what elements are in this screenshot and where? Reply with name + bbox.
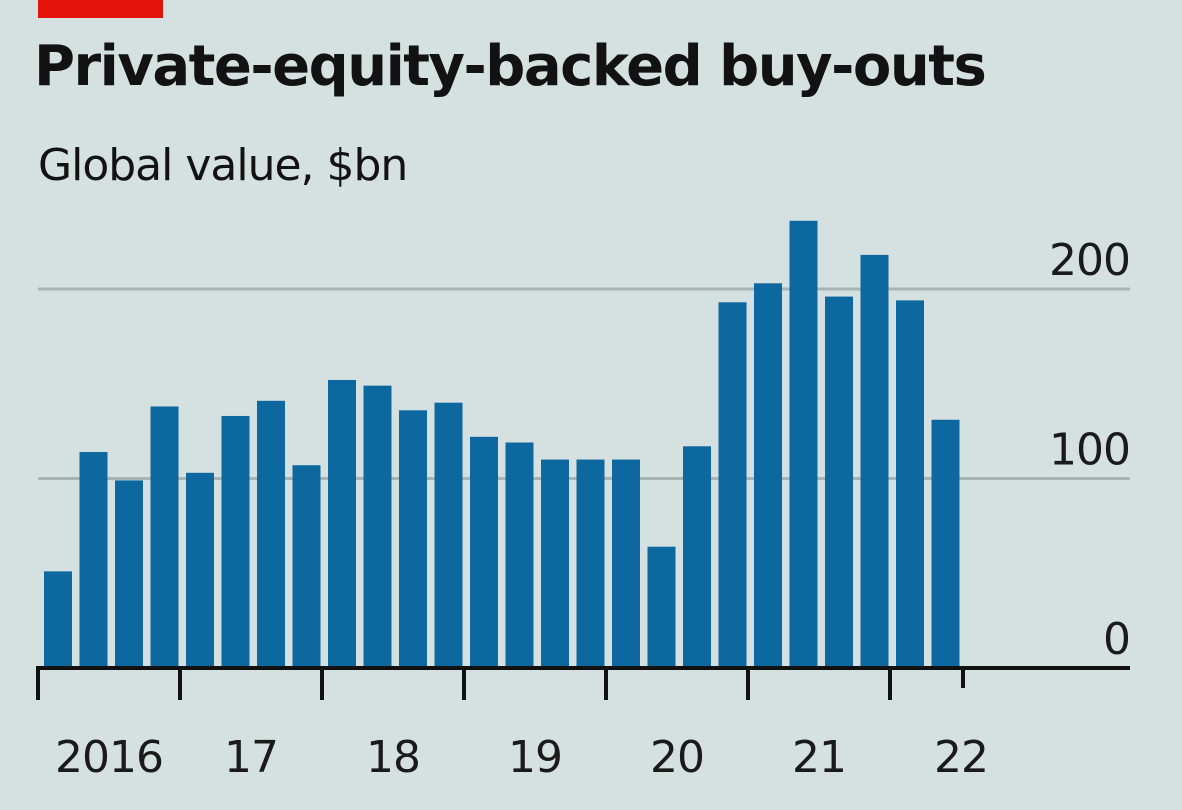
bar-2020-Q4 (718, 302, 747, 668)
bar-2020-Q3 (683, 446, 711, 668)
y-tick-label-100: 100 (1049, 425, 1130, 476)
bar-2017-Q3 (257, 400, 285, 668)
y-tick-label-200: 200 (1049, 235, 1130, 286)
bar-2016-Q4 (150, 406, 179, 668)
x-tick-label-2016: 2016 (55, 732, 163, 783)
bar-2020-Q2 (647, 546, 676, 668)
bar-2016-Q1 (44, 571, 72, 668)
bar-2021-Q2 (789, 220, 818, 668)
bar-2021-Q1 (754, 283, 782, 668)
bar-2021-Q4 (860, 254, 889, 668)
x-tick-label-20: 20 (650, 732, 704, 783)
bar-2016-Q2 (79, 451, 108, 668)
bar-2018-Q1 (328, 379, 356, 668)
bar-2021-Q3 (825, 296, 853, 668)
x-tick-label-21: 21 (792, 732, 846, 783)
bar-2017-Q1 (186, 472, 214, 668)
x-tick-label-17: 17 (224, 732, 278, 783)
chart-title: Private-equity-backed buy-outs (34, 34, 987, 99)
bar-2022-Q1 (896, 300, 924, 668)
x-tick-label-22: 22 (934, 732, 988, 783)
bar-2022-Q2 (931, 419, 960, 668)
bar-2019-Q4 (576, 459, 605, 668)
bar-2020-Q1 (612, 459, 640, 668)
bar-2017-Q4 (292, 465, 321, 668)
bar-2019-Q1 (470, 436, 498, 668)
bar-2018-Q2 (363, 385, 392, 668)
bar-2019-Q2 (505, 442, 534, 668)
brand-accent-bar (38, 0, 163, 18)
x-tick-label-19: 19 (508, 732, 562, 783)
bar-2018-Q4 (434, 402, 463, 668)
y-tick-label-0: 0 (1103, 614, 1130, 665)
bar-2017-Q2 (221, 415, 250, 668)
bar-2019-Q3 (541, 459, 569, 668)
chart-subtitle: Global value, $bn (38, 140, 408, 191)
bar-2018-Q3 (399, 410, 427, 668)
x-tick-label-18: 18 (366, 732, 420, 783)
bar-2016-Q3 (115, 480, 143, 668)
